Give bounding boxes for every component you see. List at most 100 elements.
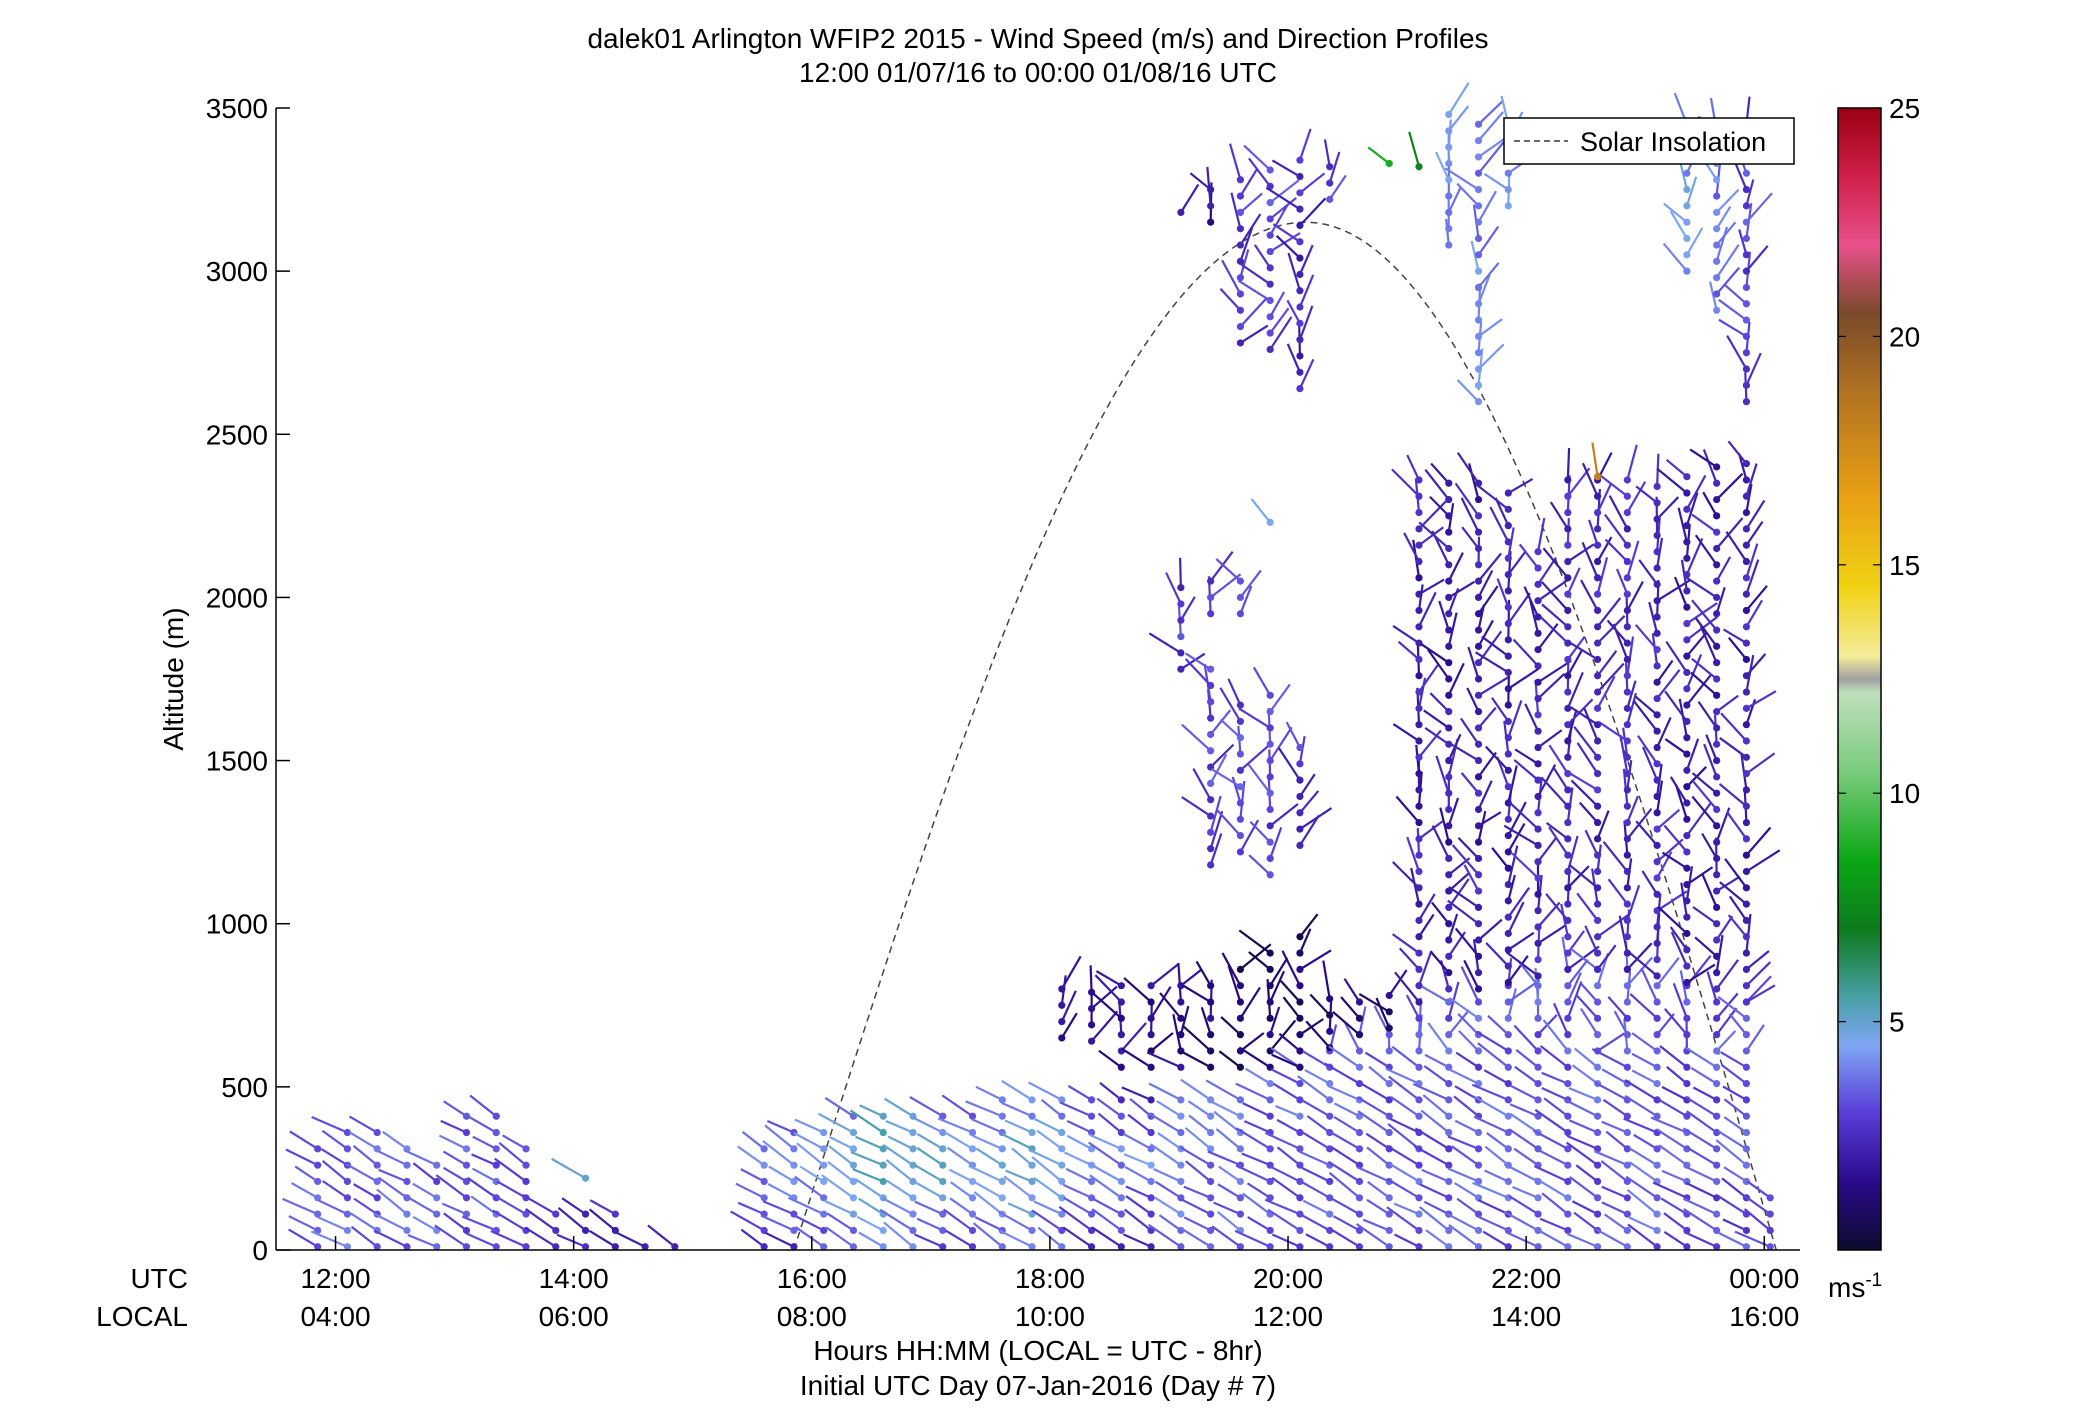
wind-barb-point	[1767, 1194, 1774, 1201]
wind-barb-point	[1475, 871, 1482, 878]
wind-barb-point	[1267, 982, 1274, 989]
wind-barb-point	[1594, 852, 1601, 859]
wind-barb-point	[880, 1227, 887, 1234]
wind-barb-point	[1683, 506, 1690, 513]
wind-barb-point	[1475, 545, 1482, 552]
wind-barb-point	[1356, 1129, 1363, 1136]
wind-barb-point	[1624, 558, 1631, 565]
wind-barb-point	[939, 1162, 946, 1169]
wind-barb-point	[1534, 695, 1541, 702]
wind-barb-point	[1028, 1162, 1035, 1169]
wind-barb-point	[1326, 1096, 1333, 1103]
wind-barb-point	[1267, 855, 1274, 862]
wind-barb-point	[1237, 290, 1244, 297]
wind-barb-point	[1594, 1129, 1601, 1136]
wind-barb-point	[1296, 982, 1303, 989]
wind-barb-point	[1356, 1064, 1363, 1071]
wind-barb-point	[1296, 157, 1303, 164]
wind-barb-point	[1624, 623, 1631, 630]
wind-barb-point	[1534, 1211, 1541, 1218]
wind-barb-point	[1267, 871, 1274, 878]
wind-barb-point	[1445, 1145, 1452, 1152]
wind-barb-point	[1267, 708, 1274, 715]
wind-barb-point	[1296, 254, 1303, 261]
wind-barb-point	[1594, 1211, 1601, 1218]
wind-barb-point	[1296, 385, 1303, 392]
wind-barb-point	[969, 1178, 976, 1185]
wind-barb-point	[1475, 512, 1482, 519]
wind-barb-point	[1594, 868, 1601, 875]
wind-barb-point	[1534, 1096, 1541, 1103]
wind-barb-point	[1594, 1031, 1601, 1038]
wind-barb-point	[493, 1113, 500, 1120]
wind-barb-point	[1475, 219, 1482, 226]
wind-barb-point	[1088, 1021, 1095, 1028]
wind-barb-point	[1743, 1227, 1750, 1234]
wind-barb-point	[1326, 196, 1333, 203]
wind-barb-point	[1624, 705, 1631, 712]
wind-barb-point	[1475, 675, 1482, 682]
wind-barb-point	[1713, 675, 1720, 682]
wind-barb-point	[1207, 1211, 1214, 1218]
wind-barb-point	[1743, 284, 1750, 291]
wind-barb-point	[1148, 1211, 1155, 1218]
x-tick-label-utc: 00:00	[1729, 1263, 1799, 1294]
wind-barb-point	[1445, 757, 1452, 764]
wind-barb-point	[1713, 773, 1720, 780]
wind-barb-point	[1386, 160, 1393, 167]
wind-barb-point	[1475, 1129, 1482, 1136]
wind-barb-point	[1267, 757, 1274, 764]
wind-barb-point	[1624, 786, 1631, 793]
wind-barb-point	[1207, 1162, 1214, 1169]
wind-barb-point	[1505, 1047, 1512, 1054]
wind-barb-point	[1594, 591, 1601, 598]
wind-barb-point	[1564, 835, 1571, 842]
wind-barb-point	[1445, 692, 1452, 699]
wind-barb-point	[1296, 998, 1303, 1005]
wind-barb-point	[1415, 966, 1422, 973]
wind-barb-point	[1118, 998, 1125, 1005]
wind-barb-point	[1683, 538, 1690, 545]
wind-barb-point	[1683, 914, 1690, 921]
wind-barb-point	[1356, 1178, 1363, 1185]
wind-barb-point	[1475, 153, 1482, 160]
wind-barb-point	[1534, 662, 1541, 669]
wind-barb-point	[1415, 917, 1422, 924]
wind-barb-point	[1624, 542, 1631, 549]
wind-barb-point	[1505, 979, 1512, 986]
wind-barb-point	[1594, 982, 1601, 989]
wind-barb-point	[1207, 1194, 1214, 1201]
wind-barb-point	[1505, 734, 1512, 741]
wind-barb-point	[1624, 672, 1631, 679]
wind-barb-point	[1207, 594, 1214, 601]
wind-barb-point	[1296, 352, 1303, 359]
wind-barb-point	[1475, 659, 1482, 666]
wind-barb-point	[1237, 702, 1244, 709]
wind-barb-point	[1683, 783, 1690, 790]
wind-barb-point	[1028, 1096, 1035, 1103]
wind-barb-point	[1267, 1015, 1274, 1022]
wind-barb-point	[1743, 251, 1750, 258]
wind-barb-point	[1475, 985, 1482, 992]
wind-barb-point	[1475, 365, 1482, 372]
wind-barb-point	[820, 1194, 827, 1201]
wind-barb-point	[1505, 1031, 1512, 1038]
wind-barb-point	[1505, 186, 1512, 193]
wind-barb-point	[1654, 728, 1661, 735]
colorbar-gradient	[1838, 108, 1881, 1250]
wind-barb-point	[1654, 793, 1661, 800]
wind-barb-point	[1564, 786, 1571, 793]
wind-barb-point	[1475, 757, 1482, 764]
wind-barb-point	[1148, 982, 1155, 989]
wind-barb-point	[1624, 574, 1631, 581]
wind-barb-point	[1326, 179, 1333, 186]
wind-barb-point	[1713, 985, 1720, 992]
wind-barb-point	[1475, 1211, 1482, 1218]
wind-barb-point	[1118, 1194, 1125, 1201]
wind-barb-point	[1267, 1080, 1274, 1087]
wind-barb-point	[1594, 770, 1601, 777]
wind-barb-point	[1654, 842, 1661, 849]
x-tick-label-local: 06:00	[539, 1301, 609, 1332]
wind-barb-point	[1475, 1227, 1482, 1234]
wind-barb-point	[1594, 786, 1601, 793]
